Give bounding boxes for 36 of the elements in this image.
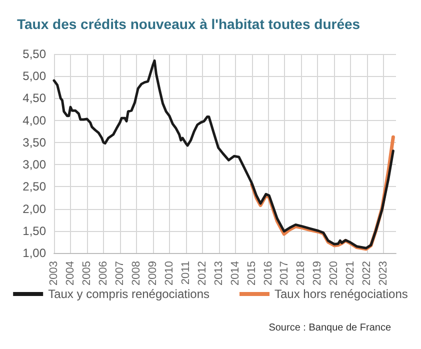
x-tick-label: 2003 [48,261,60,286]
x-tick-label: 2021 [344,261,357,286]
y-tick-label: 5,00 [22,69,46,84]
x-tick-label: 2020 [328,261,340,286]
x-tick-label: 2012 [196,261,208,286]
source-note: Source : Banque de France [268,322,392,334]
y-tick-label: 3,00 [22,158,46,172]
y-tick-label: 2,00 [22,202,46,216]
y-tick-label: 1,50 [22,224,46,238]
y-tick-label: 3,50 [22,135,46,150]
x-tick-label: 2018 [295,261,308,286]
x-tick-label: 2014 [229,261,242,286]
legend-label: Taux y compris renégociations [48,287,210,301]
y-tick-label: 4,50 [22,91,46,106]
x-tick-label: 2004 [64,261,76,286]
y-tick-label: 1,00 [22,246,46,260]
y-tick-label: 4,00 [22,113,46,128]
x-tick-label: 2022 [361,261,374,286]
x-tick-label: 2009 [146,261,159,286]
y-tick-label: 2,50 [22,180,46,194]
chart-title: Taux des crédits nouveaux à l'habitat toutes durées [17,16,360,32]
x-tick-label: 2011 [180,261,192,285]
legend-label: Taux hors renégociations [274,287,408,301]
line-series [52,59,394,250]
x-tick-label: 2017 [278,261,291,286]
x-tick-label: 2010 [163,261,176,286]
x-tick-label: 2016 [262,261,274,286]
x-tick-label: 2023 [378,261,390,286]
x-tick-label: 2019 [312,261,324,286]
x-tick-label: 2005 [80,261,93,286]
x-tick-label: 2015 [246,261,258,286]
x-tick-label: 2007 [114,261,126,286]
y-tick-label: 5,50 [22,47,46,61]
x-tick-label: 2006 [97,261,110,286]
x-tick-label: 2008 [130,261,142,286]
x-tick-label: 2013 [212,261,225,286]
